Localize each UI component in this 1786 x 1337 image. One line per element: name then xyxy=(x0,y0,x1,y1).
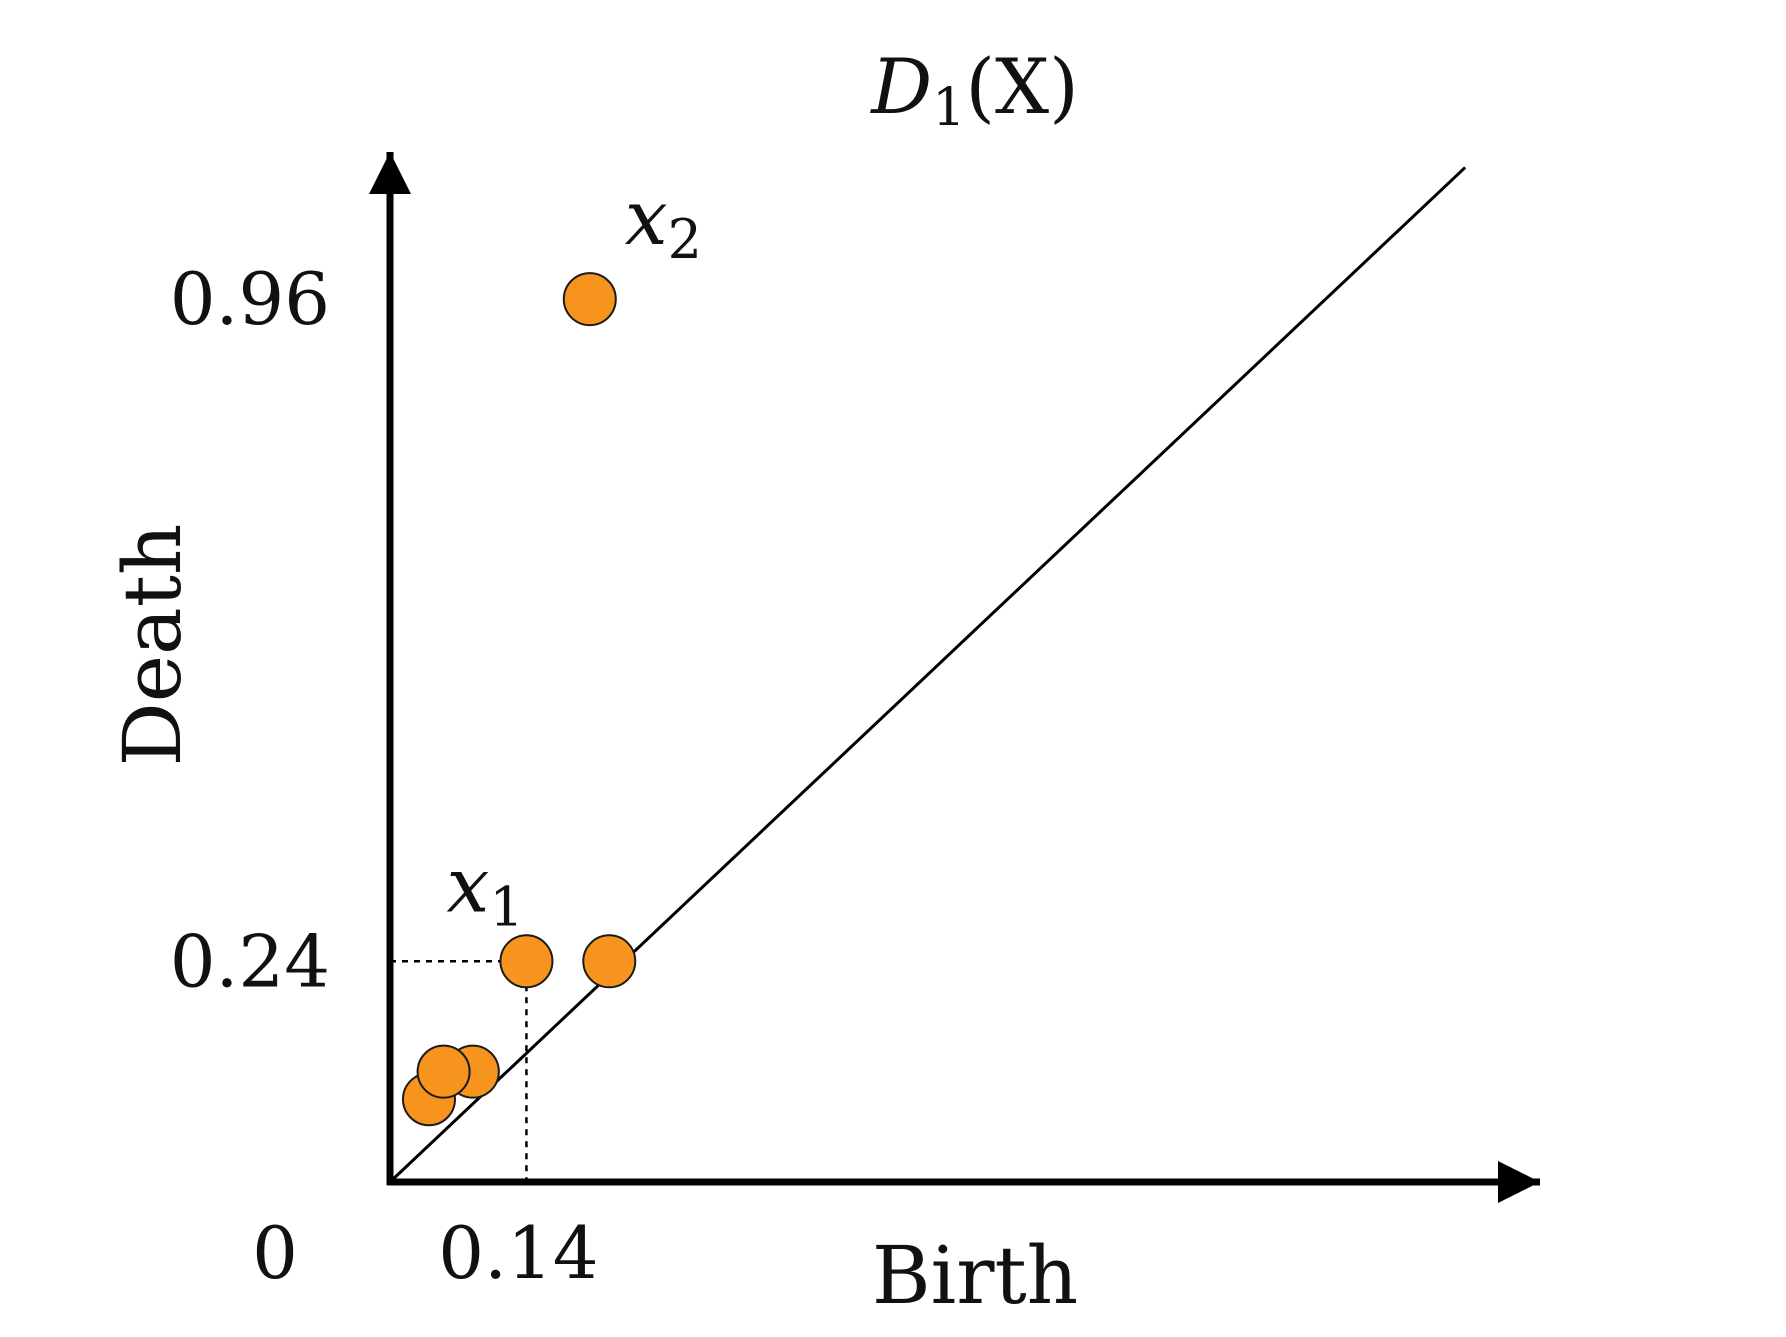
point-label-sub-5: 2 xyxy=(668,208,702,271)
point-label-main-3: x xyxy=(446,840,489,929)
chart-title-tail: (X) xyxy=(965,42,1078,131)
data-point-5 xyxy=(562,272,617,327)
origin-tick-label: 0 xyxy=(252,1211,298,1295)
point-label-main-5: x xyxy=(625,173,668,262)
data-point-2 xyxy=(416,1044,471,1099)
y-tick-label-0: 0.96 xyxy=(170,257,330,341)
point-label-sub-3: 1 xyxy=(489,875,523,938)
chart-title-subscript: 1 xyxy=(932,78,965,138)
x-tick-label-0: 0.14 xyxy=(438,1211,598,1295)
data-point-3 xyxy=(499,934,554,989)
x-axis-label: Birth xyxy=(872,1229,1078,1322)
y-tick-label-1: 0.24 xyxy=(170,919,330,1003)
chart-title: D1(X) xyxy=(869,42,1078,138)
diagonal-line xyxy=(388,166,1467,1184)
y-tick-labels: 0.96 0.24 xyxy=(170,257,330,1003)
data-point-4 xyxy=(582,934,637,989)
point-label-3: x1 xyxy=(446,840,523,938)
data-points xyxy=(401,272,637,1127)
x-tick-labels: 0.14 xyxy=(438,1211,598,1295)
chart-title-main: D xyxy=(869,42,932,131)
point-label-5: x2 xyxy=(625,173,702,271)
y-axis-label: Death xyxy=(106,524,199,767)
